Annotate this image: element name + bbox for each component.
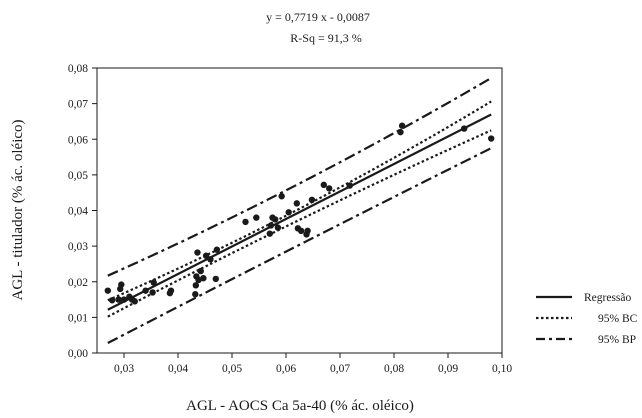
ci-lower-line — [107, 129, 492, 318]
data-point — [108, 297, 116, 304]
data-point — [213, 246, 221, 253]
data-point — [207, 256, 214, 263]
data-point — [167, 287, 175, 294]
r-squared-label: R-Sq = 91,3 % — [290, 31, 361, 45]
y-tick-label: 0,06 — [68, 134, 88, 146]
y-axis-title: AGL - titulador (% ác. oléico) — [10, 119, 26, 300]
data-point — [131, 298, 138, 305]
y-tick-label: 0,01 — [68, 312, 88, 324]
data-point — [194, 249, 201, 256]
data-point — [398, 122, 406, 129]
data-point — [115, 296, 122, 303]
data-point — [266, 230, 273, 237]
data-point — [304, 227, 311, 235]
x-tick-label: 0,06 — [276, 363, 296, 375]
data-points — [104, 122, 495, 305]
data-point — [149, 289, 156, 296]
legend-label: 95% BC — [598, 313, 638, 325]
data-point — [461, 125, 468, 132]
pi-lower-line — [107, 147, 492, 344]
data-point — [293, 200, 300, 207]
data-point — [242, 218, 249, 226]
legend-label: 95% BP — [598, 334, 636, 346]
data-point — [346, 182, 353, 189]
regression-lines — [107, 77, 492, 344]
x-tick-label: 0,05 — [222, 363, 242, 375]
data-point — [202, 252, 210, 259]
regression-line — [107, 113, 492, 311]
x-tick-label: 0,03 — [114, 363, 134, 375]
data-point — [200, 274, 207, 282]
y-tick-label: 0,00 — [68, 348, 88, 360]
x-tick-label: 0,07 — [330, 363, 350, 375]
data-point — [195, 276, 202, 284]
y-tick-label: 0,03 — [68, 241, 88, 253]
pi-upper-line — [107, 77, 492, 277]
data-point — [285, 209, 292, 216]
data-point — [253, 214, 260, 221]
data-point — [326, 185, 333, 192]
data-point — [274, 224, 282, 231]
data-point — [192, 291, 199, 298]
x-tick-label: 0,10 — [492, 363, 512, 375]
data-point — [297, 227, 305, 235]
x-tick-label: 0,08 — [384, 363, 404, 375]
x-axis: 0,03 0,04 0,05 0,06 0,07 0,08 0,09 0,10 — [114, 353, 512, 375]
y-tick-label: 0,02 — [68, 277, 88, 289]
plot-area-frame — [96, 67, 503, 354]
data-point — [118, 281, 125, 288]
data-point — [212, 275, 219, 283]
x-tick-label: 0,09 — [438, 363, 458, 375]
data-point — [192, 282, 200, 289]
ci-upper-line — [107, 100, 492, 302]
data-point — [397, 128, 404, 136]
regression-equation: y = 0,7719 x - 0,0087 — [266, 10, 370, 24]
data-point — [278, 193, 285, 200]
data-point — [267, 222, 275, 229]
y-tick-label: 0,07 — [68, 99, 88, 111]
x-tick-label: 0,04 — [168, 363, 188, 375]
data-point — [120, 296, 128, 303]
data-point — [308, 196, 316, 204]
data-point — [272, 216, 279, 223]
legend-label: Regressão — [584, 292, 632, 304]
data-point — [197, 267, 204, 275]
data-point — [104, 287, 112, 294]
y-tick-label: 0,04 — [68, 206, 88, 218]
y-tick-label: 0,05 — [68, 170, 88, 182]
y-axis: 0,00 0,01 0,02 0,03 0,04 0,05 0,06 0,07 0,08 — [68, 63, 97, 360]
data-point — [142, 287, 149, 294]
data-point — [488, 135, 495, 142]
y-tick-label: 0,08 — [68, 63, 88, 75]
legend: Regressão 95% BC 95% BP — [536, 292, 638, 346]
data-point — [150, 279, 157, 286]
x-axis-title: AGL - AOCS Ca 5a-40 (% ác. oléico) — [186, 398, 414, 414]
data-point — [320, 181, 327, 189]
